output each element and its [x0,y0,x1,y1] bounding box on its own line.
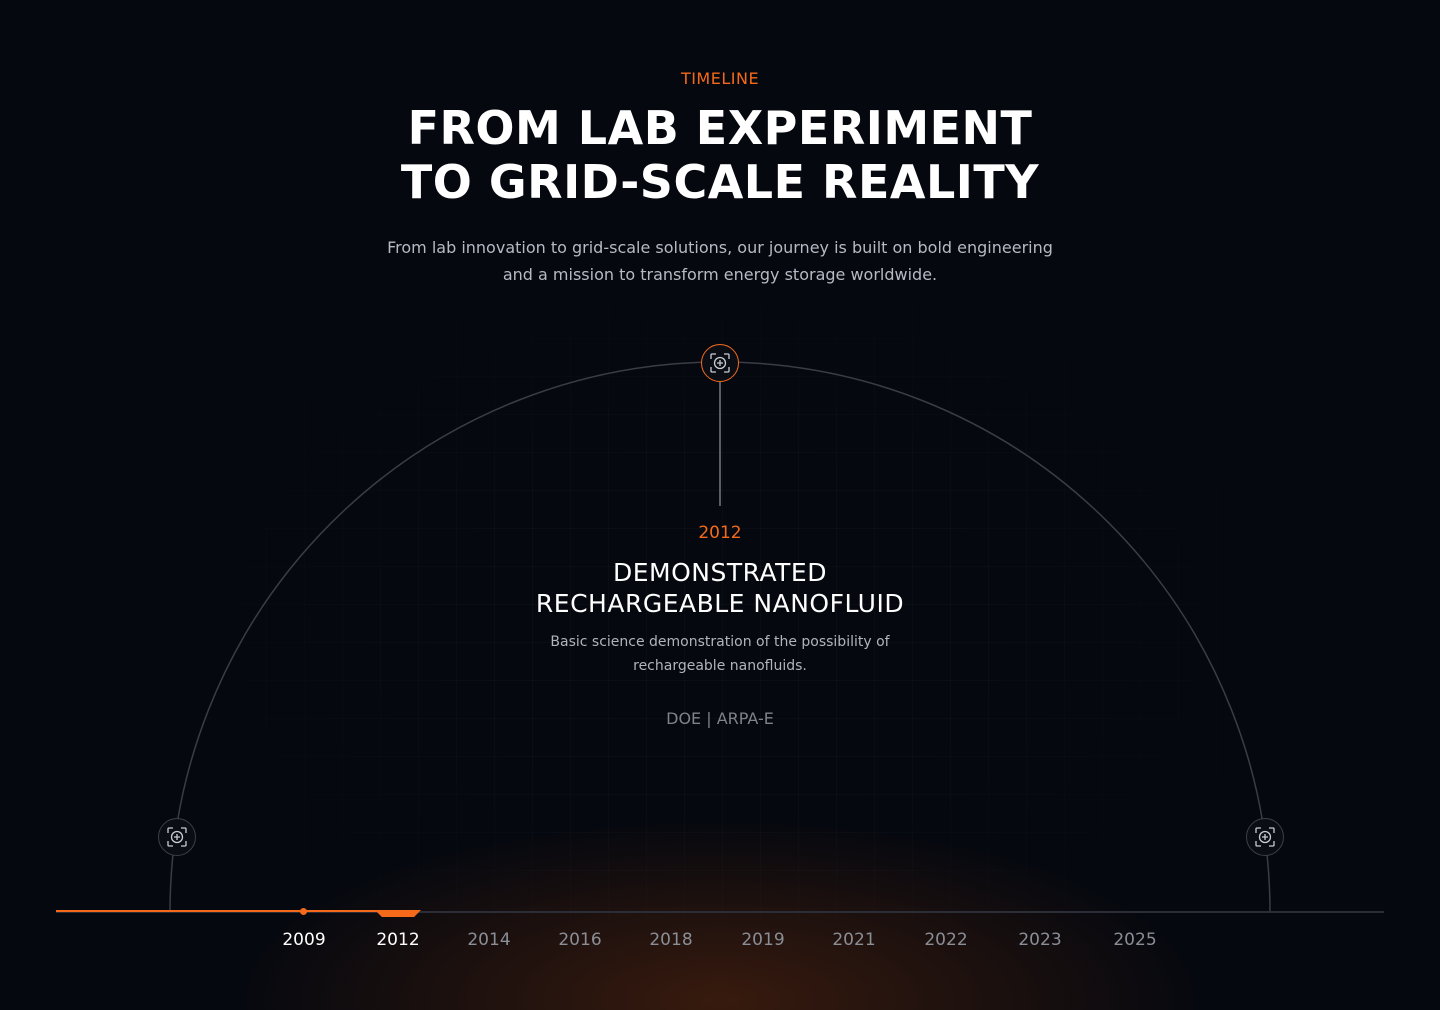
year-tab-2018[interactable]: 2018 [649,930,693,950]
event-stem-line [719,382,721,506]
section-subtitle: From lab innovation to grid-scale soluti… [370,234,1070,288]
subtitle-line-1: From lab innovation to grid-scale soluti… [387,238,1053,257]
crosshair-plus-icon [1255,827,1275,847]
timeline-axis [56,911,1384,913]
event-desc-line-1: Basic science demonstration of the possi… [550,634,890,650]
year-tab-2014[interactable]: 2014 [467,930,511,950]
arc-node-previous[interactable] [158,818,196,856]
title-line-2: TO GRID-SCALE REALITY [400,155,1040,209]
section-eyebrow: TIMELINE [680,69,760,88]
event-description: Basic science demonstration of the possi… [520,630,920,678]
title-line-1: FROM LAB EXPERIMENT [407,101,1033,155]
arc-node-next[interactable] [1246,818,1284,856]
event-title: DEMONSTRATED RECHARGEABLE NANOFLUID [420,557,1020,619]
year-tab-2019[interactable]: 2019 [741,930,785,950]
crosshair-plus-icon [710,353,730,373]
year-tab-2016[interactable]: 2016 [558,930,602,950]
timeline-active-marker [375,910,421,917]
year-tab-2021[interactable]: 2021 [832,930,876,950]
event-title-line-1: DEMONSTRATED [613,558,827,587]
section-title: FROM LAB EXPERIMENT TO GRID-SCALE REALIT… [0,101,1440,209]
arc-node-current[interactable] [701,344,739,382]
year-tab-2012[interactable]: 2012 [376,930,420,950]
year-tab-2025[interactable]: 2025 [1113,930,1157,950]
event-desc-line-2: rechargeable nanofluids. [633,658,807,674]
event-title-line-2: RECHARGEABLE NANOFLUID [535,589,905,618]
crosshair-plus-icon [167,827,187,847]
event-tags: DOE | ARPA-E [666,709,774,728]
year-tab-2022[interactable]: 2022 [924,930,968,950]
timeline-progress [56,910,399,912]
event-year: 2012 [698,523,742,543]
timeline-progress-dot [300,908,307,915]
subtitle-line-2: and a mission to transform energy storag… [502,265,938,284]
year-tab-2009[interactable]: 2009 [282,930,326,950]
year-tab-2023[interactable]: 2023 [1018,930,1062,950]
